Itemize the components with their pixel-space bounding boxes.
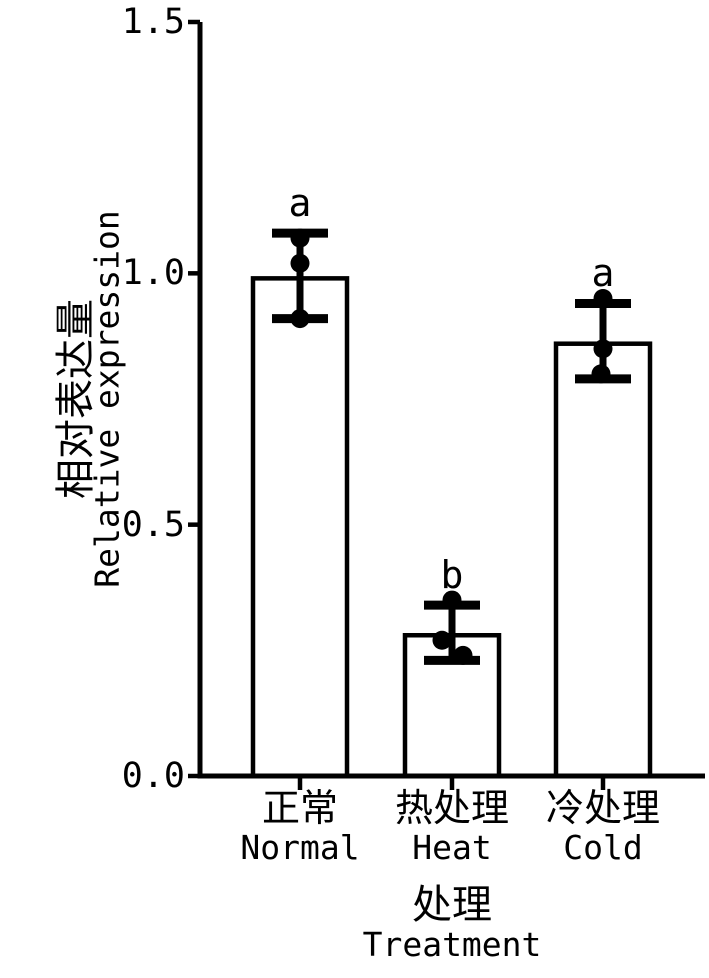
- x-category-heat-en: Heat: [412, 828, 492, 867]
- bar-2: [553, 341, 653, 779]
- data-point-2-1: [593, 339, 613, 359]
- data-point-1-2: [453, 645, 473, 665]
- y-tick-label-3: 1.5: [121, 2, 185, 42]
- x-axis-title-en: Treatment: [362, 925, 542, 964]
- sig-letter-cold: a: [591, 251, 615, 296]
- data-point-2-2: [591, 364, 611, 384]
- bar-0: [250, 276, 350, 779]
- data-point-1-1: [432, 630, 452, 650]
- y-tick-label-0: 0.0: [121, 756, 185, 796]
- y-tick-label-1: 0.5: [121, 504, 185, 545]
- y-tick-label-2: 1.0: [121, 253, 185, 294]
- x-category-cold-zh: 冷处理: [545, 786, 661, 830]
- x-category-normal-en: Normal: [240, 828, 360, 867]
- sig-letter-heat: b: [440, 553, 464, 598]
- x-axis-title: 处理 Treatment: [363, 884, 542, 963]
- x-axis-title-zh: 处理: [412, 882, 492, 928]
- sig-letter-normal: a: [288, 181, 312, 226]
- x-category-heat-zh: 热处理: [394, 786, 510, 830]
- y-axis-title-en: Relative expression: [87, 210, 127, 588]
- x-category-heat: 热处理 Heat: [395, 788, 509, 868]
- data-point-2-0: [593, 288, 613, 308]
- x-category-normal: 正常 Normal: [240, 788, 359, 868]
- x-category-cold-en: Cold: [563, 828, 643, 867]
- data-point-0-1: [290, 253, 310, 273]
- data-point-0-2: [290, 309, 310, 329]
- x-category-cold: 冷处理 Cold: [546, 788, 660, 868]
- data-point-0-0: [290, 228, 310, 248]
- x-category-normal-zh: 正常: [261, 786, 338, 830]
- data-point-1-0: [442, 590, 462, 610]
